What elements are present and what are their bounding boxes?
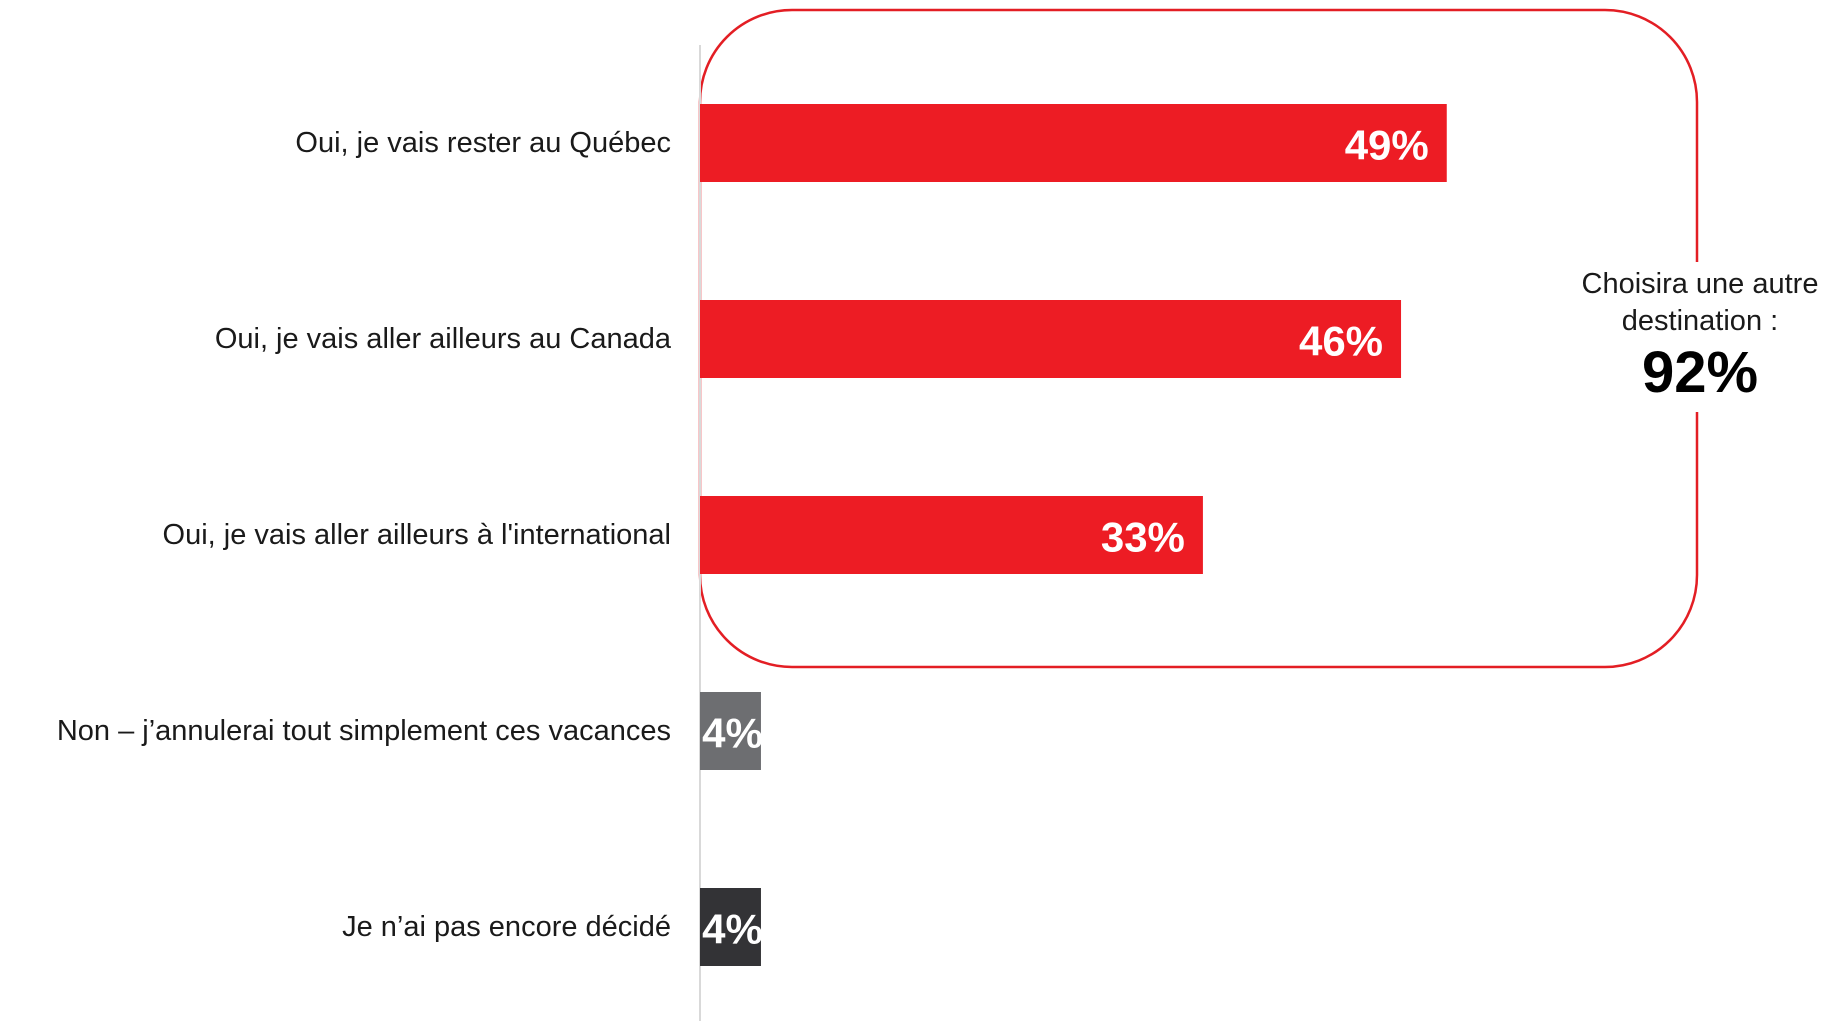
category-label: Oui, je vais aller ailleurs à l'internat…	[163, 519, 671, 551]
category-label: Je n’ai pas encore décidé	[342, 911, 671, 943]
bars-layer: Oui, je vais rester au Québec 49% Oui, je …	[57, 104, 1447, 966]
category-label: Oui, je vais rester au Québec	[295, 127, 671, 159]
value-label: 33%	[1101, 514, 1185, 561]
category-label: Non – j’annulerai tout simplement ces va…	[57, 715, 671, 747]
annotation-callout: Choisira une autre destination : 92%	[1540, 262, 1831, 412]
value-label: 46%	[1299, 318, 1383, 365]
annotation-total-value: 92%	[1641, 340, 1759, 405]
annotation-line-1: Choisira une autre	[1581, 268, 1819, 300]
bar	[700, 104, 1447, 182]
category-label: Oui, je vais aller ailleurs au Canada	[215, 323, 672, 355]
bar	[700, 692, 761, 770]
bar	[700, 300, 1402, 378]
bar	[700, 496, 1203, 574]
annotation-line-2: destination :	[1621, 305, 1779, 337]
bar	[700, 888, 761, 966]
value-label: 49%	[1345, 122, 1429, 169]
value-label: 4%	[702, 906, 763, 953]
value-label: 4%	[702, 710, 763, 757]
